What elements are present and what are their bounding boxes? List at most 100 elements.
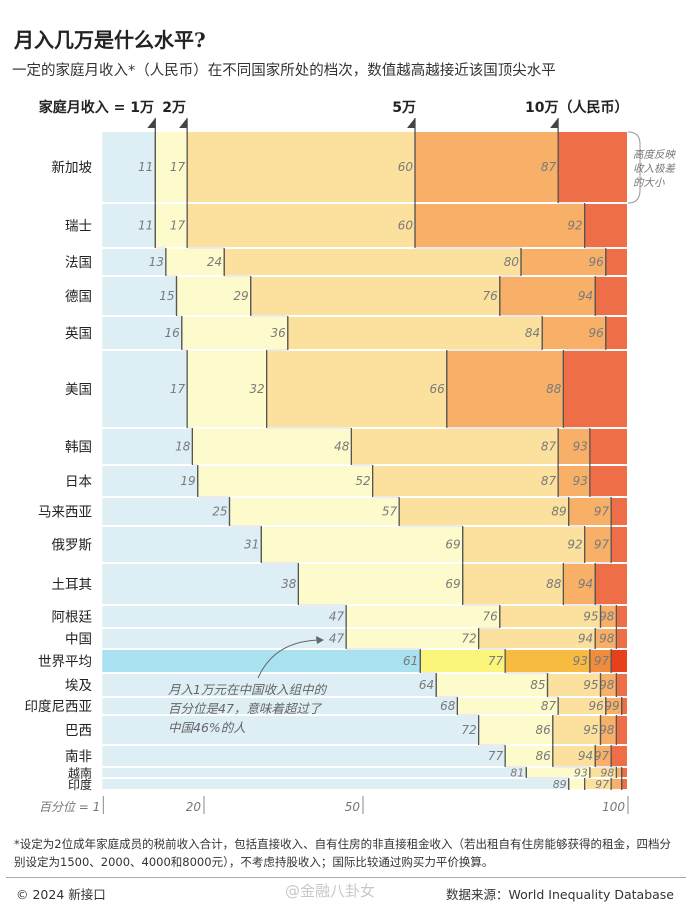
bar-segment bbox=[558, 429, 590, 464]
bar-segment bbox=[589, 466, 627, 496]
bar-segment bbox=[102, 132, 156, 202]
percentile-label: 93 bbox=[573, 440, 588, 454]
percentile-label: 77 bbox=[488, 654, 504, 668]
bar-segment bbox=[187, 132, 415, 202]
percentile-label: 97 bbox=[595, 778, 609, 791]
bar-segment bbox=[589, 429, 627, 464]
bar-segment bbox=[102, 746, 506, 766]
footnote: *设定为2位成年家庭成员的税前收入合计，包括直接收入、自有住房的非直接租金收入（… bbox=[14, 837, 672, 869]
percentile-label: 97 bbox=[594, 505, 610, 519]
percentile-label: 31 bbox=[244, 538, 259, 552]
percentile-label: 64 bbox=[419, 678, 434, 692]
bar-segment bbox=[346, 606, 500, 627]
bar-segment bbox=[558, 698, 606, 714]
percentile-label: 88 bbox=[546, 382, 562, 396]
percentile-label: 85 bbox=[530, 678, 545, 692]
country-label: 世界平均 bbox=[38, 654, 92, 670]
percentile-label: 69 bbox=[445, 538, 460, 552]
bar-segment bbox=[415, 132, 559, 202]
bar-segment bbox=[229, 498, 400, 525]
percentile-label: 95 bbox=[583, 723, 598, 737]
income-level-label: 10万（人民币） bbox=[525, 99, 628, 116]
percentile-label: 96 bbox=[589, 326, 605, 340]
bar-segment bbox=[547, 674, 601, 696]
bar-segment bbox=[616, 606, 627, 627]
percentile-label: 47 bbox=[329, 632, 345, 646]
percentile-label: 96 bbox=[589, 699, 605, 713]
bar-segment bbox=[616, 716, 627, 744]
percentile-label: 98 bbox=[600, 767, 614, 780]
percentile-label: 57 bbox=[382, 505, 398, 519]
bar-segment bbox=[505, 746, 553, 766]
bar-segment bbox=[568, 498, 612, 525]
bar-segment bbox=[563, 351, 627, 427]
bar-segment bbox=[589, 650, 612, 672]
bar-segment bbox=[499, 277, 596, 315]
percentile-label: 99 bbox=[604, 699, 619, 713]
bar-segment bbox=[224, 249, 521, 275]
bar-segment bbox=[542, 317, 606, 349]
country-label: 美国 bbox=[65, 382, 92, 398]
percentile-label: 87 bbox=[541, 440, 557, 454]
bar-segment bbox=[462, 527, 585, 562]
bar-segment bbox=[187, 204, 415, 247]
bar-segment bbox=[558, 132, 627, 202]
percentile-label: 98 bbox=[599, 610, 615, 624]
bar-segment bbox=[600, 674, 617, 696]
bar-segment bbox=[584, 779, 612, 789]
height-annotation: 收入极差 bbox=[633, 163, 676, 175]
percentile-label: 97 bbox=[594, 538, 610, 552]
percentile-label: 60 bbox=[398, 160, 414, 174]
bar-segment bbox=[102, 429, 193, 464]
bar-segment bbox=[595, 746, 612, 766]
percentile-label: 11 bbox=[138, 160, 153, 174]
country-label: 印度尼西亚 bbox=[25, 699, 93, 715]
bar-segment bbox=[102, 698, 458, 714]
bar-segment bbox=[102, 606, 347, 627]
percentile-label: 96 bbox=[589, 255, 605, 269]
bar-segment bbox=[446, 351, 564, 427]
country-label: 阿根廷 bbox=[52, 610, 93, 626]
bar-segment bbox=[351, 429, 559, 464]
percentile-label: 98 bbox=[599, 632, 615, 646]
percentile-label: 36 bbox=[271, 326, 287, 340]
percentile-label: 92 bbox=[567, 219, 582, 233]
percentile-label: 72 bbox=[461, 723, 476, 737]
bar-segment bbox=[462, 564, 564, 604]
percentile-label: 80 bbox=[504, 255, 520, 269]
bar-segment bbox=[621, 768, 627, 777]
country-label: 埃及 bbox=[65, 678, 92, 694]
percentile-label: 76 bbox=[483, 289, 499, 303]
x-axis-tick-label: 百分位 = 1 bbox=[39, 800, 100, 814]
bar-segment bbox=[558, 466, 590, 496]
bar-segment bbox=[584, 527, 612, 562]
page-title: 月入几万是什么水平? bbox=[14, 28, 206, 52]
country-label: 俄罗斯 bbox=[52, 538, 93, 554]
height-annotation: 高度反映 bbox=[633, 149, 676, 161]
percentile-label: 17 bbox=[170, 382, 186, 396]
x-axis-tick-label: 100 bbox=[602, 800, 625, 814]
percentile-label: 98 bbox=[599, 723, 615, 737]
percentile-label: 92 bbox=[567, 538, 582, 552]
percentile-label: 84 bbox=[525, 326, 540, 340]
bar-segment bbox=[457, 698, 559, 714]
percentile-label: 89 bbox=[551, 505, 566, 519]
country-label: 越南 bbox=[68, 766, 92, 781]
footer-divider bbox=[6, 877, 686, 878]
country-label: 新加坡 bbox=[52, 160, 93, 176]
country-label: 中国 bbox=[65, 632, 92, 648]
percentile-label: 38 bbox=[281, 577, 297, 591]
percentile-label: 60 bbox=[398, 219, 414, 233]
bar-segment bbox=[611, 746, 627, 766]
bar-segment bbox=[415, 204, 585, 247]
percentile-label: 95 bbox=[583, 610, 598, 624]
bar-segment bbox=[102, 498, 230, 525]
bar-segment bbox=[250, 277, 500, 315]
income-level-label: 5万 bbox=[392, 100, 416, 116]
percentile-label: 87 bbox=[541, 699, 557, 713]
bar-segment bbox=[102, 317, 182, 349]
bar-segment bbox=[605, 249, 627, 275]
percentile-label: 24 bbox=[207, 255, 222, 269]
percentile-label: 89 bbox=[553, 778, 567, 791]
bar-segment bbox=[181, 317, 288, 349]
